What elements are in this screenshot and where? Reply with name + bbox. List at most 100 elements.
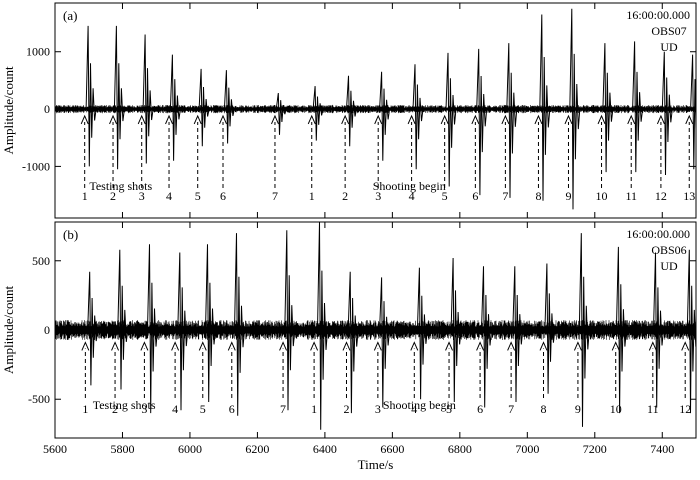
shot-arrow-head (109, 114, 117, 125)
shot-arrow-head (341, 114, 350, 125)
shot-arrow-head (681, 341, 690, 351)
shot-number: 7 (502, 189, 508, 203)
shot-arrow-head (476, 341, 485, 351)
x-tick-label: 7400 (650, 442, 674, 456)
shot-number: 3 (139, 189, 145, 203)
plot-frame (54, 2, 697, 219)
shot-spike (198, 68, 210, 147)
shot-arrow-head (219, 114, 227, 125)
shot-arrow-head (648, 341, 657, 351)
x-tick-label: 6800 (448, 442, 472, 456)
station-label: OBS06 (651, 243, 686, 257)
shot-spike (476, 48, 488, 196)
x-tick-label: 6600 (380, 442, 404, 456)
shot-spike (632, 41, 644, 173)
shot-number: 4 (172, 402, 178, 416)
shot-arrow-head (410, 341, 419, 351)
shot-number: 4 (166, 189, 172, 203)
shot-number: 11 (625, 189, 637, 203)
shot-arrow-head (573, 341, 582, 351)
shot-arrow-head (445, 341, 454, 351)
shot-arrow-head (165, 114, 173, 125)
shot-arrow-head (597, 114, 606, 125)
shot-arrow-head (271, 114, 279, 125)
x-tick-label: 7000 (515, 442, 539, 456)
shot-spike (142, 34, 154, 164)
shot-number: 11 (647, 402, 659, 416)
shot-arrow-head (198, 341, 207, 351)
shot-spike (205, 244, 216, 403)
shot-spike (544, 263, 556, 394)
shot-number: 6 (229, 402, 235, 416)
shot-spike (85, 25, 97, 167)
shot-spike (416, 267, 428, 400)
shot-number: 9 (575, 402, 581, 416)
x-tick-label: 5600 (43, 442, 67, 456)
y-tick-label: 0 (44, 323, 50, 337)
shot-spike (275, 92, 287, 135)
shot-spike (379, 277, 391, 408)
panel-b: 5600 5800 6000 6200 6400 6600 6800 7000 7200 7400… (1, 221, 697, 472)
shot-number: 5 (442, 189, 448, 203)
shot-spike (379, 71, 391, 161)
shot-number: 3 (141, 402, 147, 416)
x-tick-label: 6200 (245, 442, 269, 456)
shot-number: 13 (683, 189, 695, 203)
time-label: 16:00:00.000 (626, 8, 690, 22)
shot-arrow-head (227, 341, 236, 351)
shot-number: 5 (195, 189, 201, 203)
shot-number: 4 (409, 189, 415, 203)
group-label: Testing shots (93, 398, 156, 412)
shot-number: 2 (342, 189, 348, 203)
shot-spike (169, 54, 181, 161)
shot-spike (284, 230, 296, 411)
shot-spike (147, 244, 158, 414)
shot-number: 5 (200, 402, 206, 416)
group-label: Shooting begin (373, 179, 446, 193)
component-label: UD (660, 40, 678, 54)
shot-arrow-head (81, 341, 90, 351)
shot-spike (661, 51, 673, 176)
shot-arrow-head (611, 341, 620, 351)
shot-spike (87, 271, 99, 386)
group-label: Testing shots (89, 179, 152, 193)
shot-arrow-head (685, 114, 694, 125)
y-tick-label: -1000 (22, 159, 50, 173)
shot-spike (412, 64, 424, 170)
y-axis-title: Amplitude/count (1, 66, 16, 154)
panel-a: -1000 0 1000 Amplitude/count (a) 16:00:00.000… (1, 2, 697, 219)
shot-number: 3 (375, 189, 381, 203)
shot-number: 10 (596, 189, 608, 203)
shot-number: 1 (82, 189, 88, 203)
shot-spike (481, 266, 492, 408)
y-tick-label: 500 (32, 254, 50, 268)
x-tick-label: 6000 (178, 442, 202, 456)
shot-number: 12 (679, 402, 691, 416)
shot-arrow-head (534, 114, 543, 125)
shot-arrow-head (307, 114, 316, 125)
shot-number: 2 (112, 402, 118, 416)
y-axis-title: Amplitude/count (1, 286, 16, 374)
shot-number: 7 (280, 402, 286, 416)
shot-arrow-head (310, 341, 319, 351)
shot-spike (223, 70, 235, 144)
shot-arrow-head (373, 341, 382, 351)
panel-label: (a) (63, 8, 77, 23)
waveform-noise (55, 319, 696, 341)
shot-spike (346, 75, 357, 147)
shot-arrow-head (342, 341, 351, 351)
shot-number: 9 (565, 189, 571, 203)
shot-number: 12 (655, 189, 667, 203)
panel-label: (b) (63, 227, 78, 242)
shot-spike (450, 257, 462, 403)
y-tick-label: 1000 (26, 45, 50, 59)
shot-arrow-head (193, 114, 202, 125)
shot-spike (445, 52, 457, 187)
shot-spike (506, 43, 518, 198)
shot-spike (578, 233, 590, 427)
shot-spike (117, 249, 129, 390)
shot-number: 8 (541, 402, 547, 416)
shot-arrow-head (80, 114, 89, 125)
group-label: Shooting begin (383, 398, 456, 412)
shot-number: 4 (411, 402, 417, 416)
